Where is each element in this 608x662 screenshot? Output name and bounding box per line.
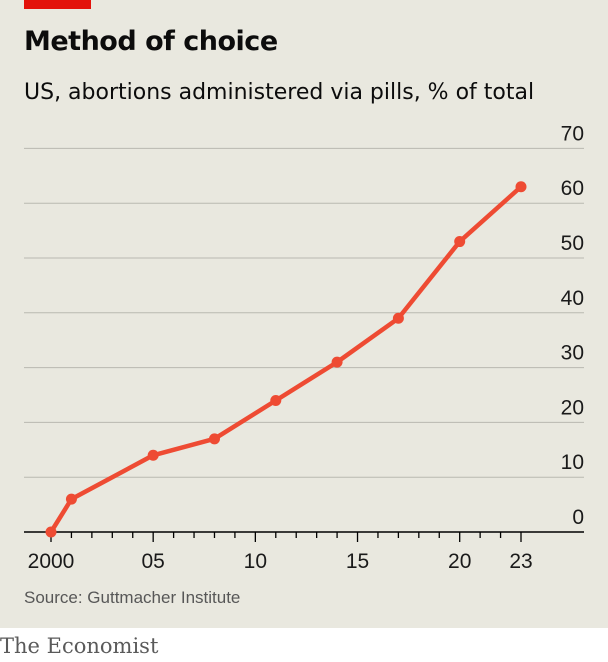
data-point — [392, 312, 404, 324]
x-tick-label: 10 — [244, 550, 267, 573]
y-tick-label: 10 — [561, 451, 584, 474]
chart-subtitle: US, abortions administered via pills, % … — [24, 80, 535, 105]
series-line — [48, 184, 524, 535]
line-chart: 0 10 20 30 40 50 60 70 2000 05 10 15 20 23 — [24, 122, 584, 573]
data-point — [331, 356, 343, 368]
data-point — [454, 236, 466, 248]
y-tick-label: 70 — [561, 122, 584, 145]
brand-wordmark: The Economist — [0, 634, 159, 658]
data-point — [65, 493, 77, 505]
data-point — [147, 449, 159, 461]
y-tick-label: 40 — [561, 287, 584, 310]
data-point — [208, 433, 220, 445]
data-point — [515, 181, 527, 193]
x-tick-label: 2000 — [28, 550, 75, 573]
y-tick-label: 60 — [561, 177, 584, 200]
y-tick-label: 20 — [561, 396, 584, 419]
chart-panel — [0, 0, 608, 628]
source-note: Source: Guttmacher Institute — [24, 588, 241, 607]
data-point — [45, 526, 57, 538]
brand-red-tag — [24, 0, 91, 9]
x-tick-label: 23 — [509, 550, 532, 573]
x-tick-label: 05 — [141, 550, 164, 573]
y-tick-label: 0 — [572, 506, 584, 529]
x-tick-label: 15 — [346, 550, 369, 573]
y-tick-label: 50 — [561, 232, 584, 255]
y-tick-label: 30 — [561, 342, 584, 365]
data-point — [270, 394, 282, 406]
x-tick-label: 20 — [448, 550, 471, 573]
chart-title: Method of choice — [24, 26, 278, 57]
